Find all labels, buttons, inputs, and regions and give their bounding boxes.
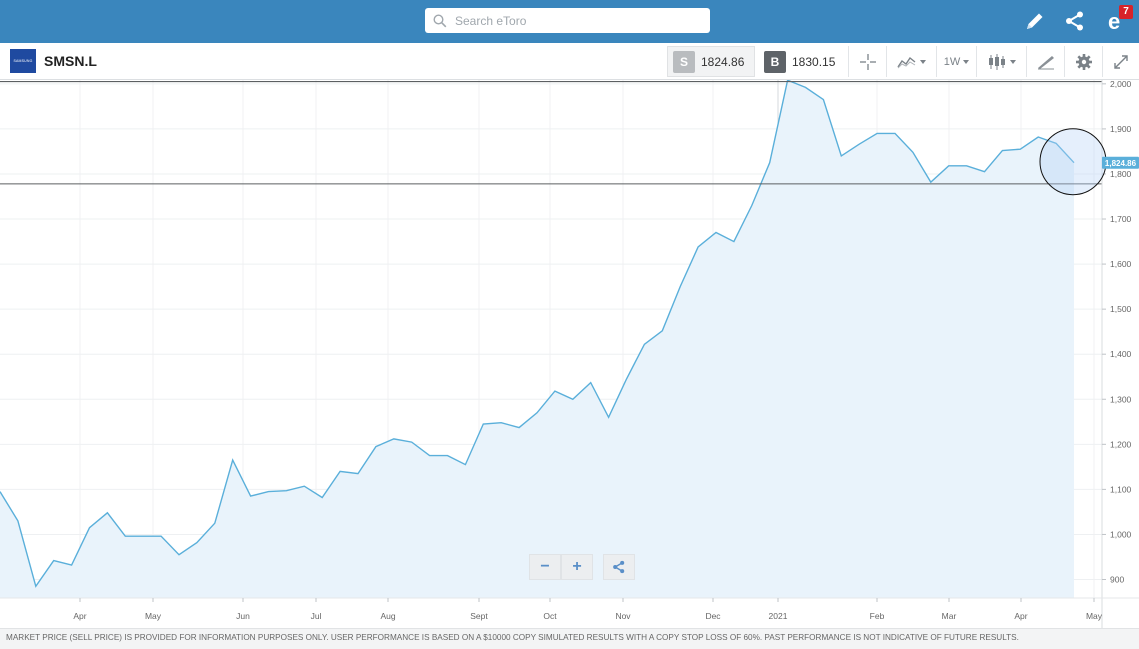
notification-badge: 7	[1119, 5, 1133, 19]
current-price-label: 1,824.86	[1105, 159, 1137, 168]
gear-icon	[1075, 53, 1092, 70]
x-tick-label: Jun	[236, 611, 250, 621]
zoom-in-button[interactable]: +	[561, 554, 593, 580]
current-price-tag	[1102, 156, 1139, 169]
chart-type-dropdown[interactable]	[886, 46, 936, 77]
zoom-out-button[interactable]: −	[529, 554, 561, 580]
zoom-controls: − +	[529, 554, 635, 580]
chevron-down-icon	[1010, 59, 1016, 64]
y-tick-label: 1,100	[1110, 484, 1132, 494]
y-tick-label: 1,400	[1110, 349, 1132, 359]
x-tick-label: Sept	[470, 611, 488, 621]
chevron-down-icon	[963, 59, 970, 64]
svg-text:e: e	[1108, 9, 1120, 33]
price-chart-svg[interactable]: 2,000 1,900 1,800 1,700 1,600 1,500 1,400 1,300…	[0, 79, 1139, 628]
disclaimer-footer: MARKET PRICE (SELL PRICE) IS PROVIDED FO…	[0, 628, 1139, 649]
instrument-logo: SAMSUNG	[10, 49, 36, 73]
top-bar: Search eToro e 7	[0, 0, 1139, 43]
notifications-button[interactable]: e 7	[1101, 5, 1133, 35]
x-tick-label: Nov	[615, 611, 631, 621]
share-button[interactable]	[1060, 7, 1090, 35]
logo-text: SAMSUNG	[13, 59, 33, 63]
timeframe-dropdown[interactable]: 1W	[936, 46, 976, 77]
share-icon	[613, 560, 625, 574]
indicators-dropdown[interactable]	[976, 46, 1026, 77]
edit-button[interactable]	[1020, 7, 1050, 35]
settings-button[interactable]	[1064, 46, 1102, 77]
sell-price-box[interactable]: S 1824.86	[667, 46, 755, 77]
x-tick-label: Oct	[543, 611, 557, 621]
draw-tool-icon	[1037, 55, 1054, 69]
x-tick-label: Feb	[870, 611, 885, 621]
x-tick-label: 2021	[769, 611, 788, 621]
buy-price-box[interactable]: B 1830.15	[759, 46, 847, 77]
line-chart-icon	[897, 56, 916, 68]
y-tick-label: 900	[1110, 575, 1124, 585]
etoro-e-icon: e	[1108, 9, 1120, 33]
y-tick-label: 1,000	[1110, 529, 1132, 539]
price-area-fill	[0, 80, 1074, 598]
x-tick-label: Mar	[942, 611, 957, 621]
price-chart[interactable]: 2,000 1,900 1,800 1,700 1,600 1,500 1,400 1,300…	[0, 79, 1139, 628]
y-tick-label: 1,600	[1110, 259, 1132, 269]
y-tick-label: 1,800	[1110, 169, 1132, 179]
chart-toolbar: SAMSUNG SMSN.L S 1824.86 B 1830.15 1W	[0, 43, 1139, 80]
crosshair-button[interactable]	[848, 46, 886, 77]
search-icon	[433, 13, 447, 27]
share-icon	[1066, 11, 1083, 31]
y-tick-label: 1,500	[1110, 304, 1132, 314]
y-tick-label: 1,200	[1110, 439, 1132, 449]
x-tick-label: Dec	[705, 611, 721, 621]
expand-icon	[1114, 54, 1128, 69]
x-tick-label: Apr	[73, 611, 86, 621]
candlestick-icon	[989, 53, 1005, 70]
x-tick-label: May	[1086, 611, 1103, 621]
sell-price: 1824.86	[701, 54, 745, 69]
y-tick-label: 2,000	[1110, 80, 1132, 89]
search-input[interactable]: Search eToro	[425, 8, 710, 33]
x-tick-label: Jul	[311, 611, 322, 621]
draw-tools-button[interactable]	[1026, 46, 1064, 77]
chart-share-button[interactable]	[603, 554, 635, 580]
buy-label: B	[764, 50, 786, 73]
price-series-line	[0, 79, 1075, 588]
x-tick-label: May	[145, 611, 162, 621]
fullscreen-button[interactable]	[1102, 46, 1139, 77]
buy-price: 1830.15	[792, 54, 836, 69]
sell-label: S	[673, 50, 695, 73]
y-tick-label: 1,700	[1110, 214, 1132, 224]
instrument-ticker: SMSN.L	[44, 53, 97, 69]
edit-icon	[1027, 13, 1043, 29]
timeframe-label: 1W	[943, 55, 961, 68]
search-placeholder: Search eToro	[455, 13, 527, 28]
crosshair-icon	[859, 53, 876, 70]
x-tick-label: Apr	[1014, 611, 1027, 621]
chevron-down-icon	[920, 59, 926, 64]
y-tick-label: 1,300	[1110, 394, 1132, 404]
current-price-highlight	[1039, 128, 1107, 196]
y-tick-label: 1,900	[1110, 124, 1132, 134]
x-tick-label: Aug	[380, 611, 395, 621]
